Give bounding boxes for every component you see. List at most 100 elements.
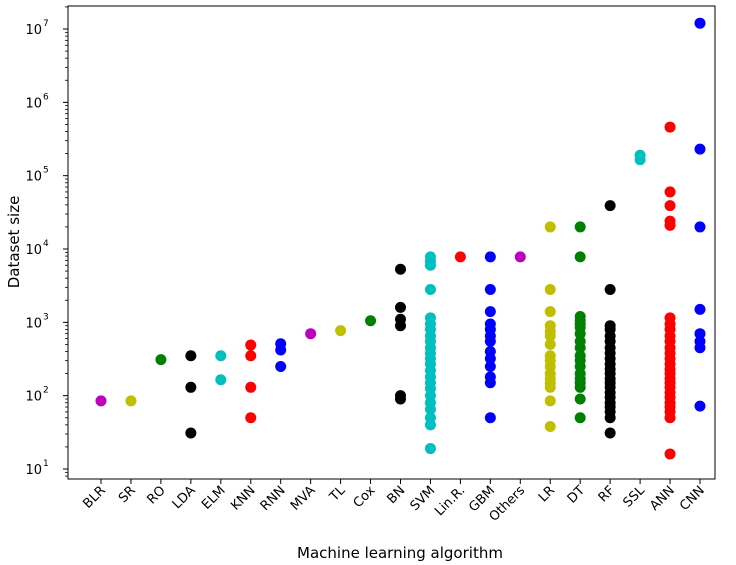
x-tick-label: RF [596,483,618,505]
x-tick-label: RO [144,483,168,507]
data-point-svm [424,284,436,296]
x-tick-label: Lin.R. [432,483,468,519]
y-tick-exponent: 4 [43,239,49,249]
data-point-dt [574,221,586,233]
y-tick-label: 10 [25,23,42,38]
x-tick-label: LDA [170,483,199,512]
data-point-cox [365,315,377,327]
x-tick-label: BLR [80,483,108,511]
data-point-svm [424,419,436,431]
data-point-rnn [275,360,287,372]
data-point-dt [574,393,586,405]
data-point-elm [215,350,227,362]
data-point-cnn [694,143,706,155]
y-tick-label: 10 [25,96,42,111]
data-point-dt [574,251,586,263]
data-point-bn [395,320,406,332]
data-point-rnn [275,344,287,356]
data-point-ro [155,354,167,366]
data-point-lda [185,381,197,393]
y-tick-exponent: 5 [43,166,49,176]
plot-frame [67,5,716,480]
y-tick-exponent: 6 [43,92,49,102]
y-tick-exponent: 1 [43,459,49,469]
data-point-cnn [694,342,706,354]
data-point-bn [395,263,406,275]
x-tick-label: SR [116,483,139,506]
x-tick-label: TL [326,483,349,506]
x-tick-label: DT [565,483,588,506]
data-point-lr [544,338,556,350]
data-point-cnn [694,303,706,315]
x-tick-label: SSL [621,483,649,511]
data-point-lda [185,427,197,439]
data-point-lr [544,330,556,342]
x-tick-label: Cox [351,483,379,511]
data-point-lda [185,350,197,362]
y-tick-label: 10 [25,243,42,258]
data-point-gbm [484,284,496,296]
data-point-svm [424,259,436,271]
y-tick-exponent: 3 [43,312,49,322]
y-axis-title: Dataset size [5,196,23,289]
x-tick-label: ELM [199,483,228,512]
data-point-gbm [484,306,496,318]
data-point-others [514,251,526,263]
data-point-ann [664,121,676,133]
x-tick-label: ANN [647,483,678,514]
data-point-ann [664,448,676,460]
data-point-elm [215,374,227,386]
y-tick-label: 10 [25,316,42,331]
data-point-knn [245,339,257,351]
data-points [95,17,706,460]
data-point-rf [604,427,616,439]
data-point-mva [305,328,317,340]
data-point-svm [424,403,436,415]
data-point-gbm [484,377,496,389]
y-tick-label: 10 [25,170,42,185]
data-point-rf [604,284,616,296]
data-point-lr [544,395,556,407]
data-point-sr [125,395,137,407]
data-point-ann [664,412,676,424]
data-point-lr [544,306,556,318]
data-point-lr [544,381,556,393]
data-point-knn [245,412,257,424]
data-point-ssl [634,154,646,166]
data-point-cnn [694,17,706,29]
x-axis: BLR SR RO LDA ELM KNN RNN MVA TL Cox BN SVMLin.R.GB… [80,479,708,525]
data-point-ann [664,186,676,198]
x-tick-label: CNN [677,483,708,514]
x-axis-title: Machine learning algorithm [297,544,503,562]
data-point-dt [574,342,586,354]
y-tick-label: 10 [25,463,42,478]
y-tick-label: 10 [25,390,42,405]
data-point-ann [664,219,676,231]
data-point-cnn [694,221,706,233]
data-point-gbm [484,412,496,424]
data-point-lr [544,420,556,432]
data-point-svm [424,443,436,455]
data-point-knn [245,381,257,393]
data-point-bn [395,301,406,313]
y-tick-exponent: 7 [43,19,49,29]
data-point-rf [604,200,616,212]
data-point-ann [664,200,676,212]
data-point-knn [245,350,257,362]
data-point-tl [335,325,347,337]
data-point-gbm [484,353,496,365]
x-tick-label: LR [536,483,558,505]
data-point-dt [574,328,586,340]
data-point-gbm [484,335,496,347]
x-tick-label: RNN [258,483,289,514]
data-point-linr [454,251,466,263]
data-point-lr [544,221,556,233]
data-point-cnn [694,328,706,340]
data-point-blr [95,395,107,407]
data-point-rf [604,412,616,424]
x-tick-label: KNN [228,483,258,513]
data-point-dt [574,412,586,424]
y-tick-exponent: 2 [43,386,49,396]
